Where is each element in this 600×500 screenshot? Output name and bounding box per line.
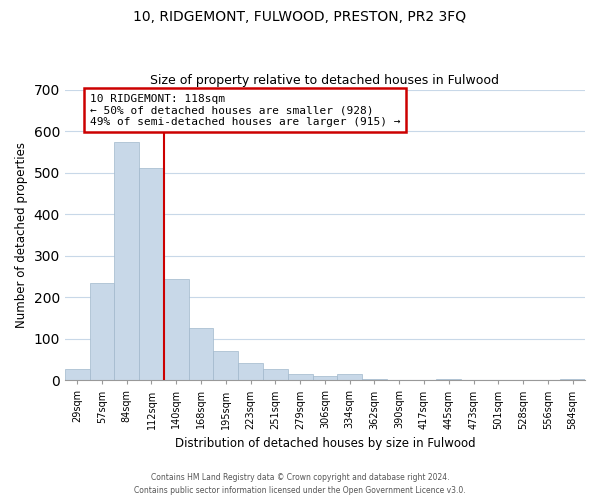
Bar — [560, 378, 585, 380]
Bar — [164, 280, 188, 380]
Bar — [337, 374, 362, 380]
Text: Contains HM Land Registry data © Crown copyright and database right 2024.
Contai: Contains HM Land Registry data © Crown c… — [134, 474, 466, 495]
Bar — [214, 351, 238, 380]
Bar — [65, 368, 89, 380]
Bar — [263, 369, 288, 380]
Bar — [89, 284, 115, 380]
Y-axis label: Number of detached properties: Number of detached properties — [15, 142, 28, 328]
Bar — [188, 328, 214, 380]
Bar — [288, 374, 313, 380]
Bar — [313, 376, 337, 380]
Bar — [115, 142, 139, 380]
Title: Size of property relative to detached houses in Fulwood: Size of property relative to detached ho… — [151, 74, 499, 87]
Bar — [436, 378, 461, 380]
Text: 10, RIDGEMONT, FULWOOD, PRESTON, PR2 3FQ: 10, RIDGEMONT, FULWOOD, PRESTON, PR2 3FQ — [133, 10, 467, 24]
Bar — [238, 363, 263, 380]
Bar — [139, 168, 164, 380]
Text: 10 RIDGEMONT: 118sqm
← 50% of detached houses are smaller (928)
49% of semi-deta: 10 RIDGEMONT: 118sqm ← 50% of detached h… — [89, 94, 400, 127]
Bar — [362, 378, 387, 380]
X-axis label: Distribution of detached houses by size in Fulwood: Distribution of detached houses by size … — [175, 437, 475, 450]
